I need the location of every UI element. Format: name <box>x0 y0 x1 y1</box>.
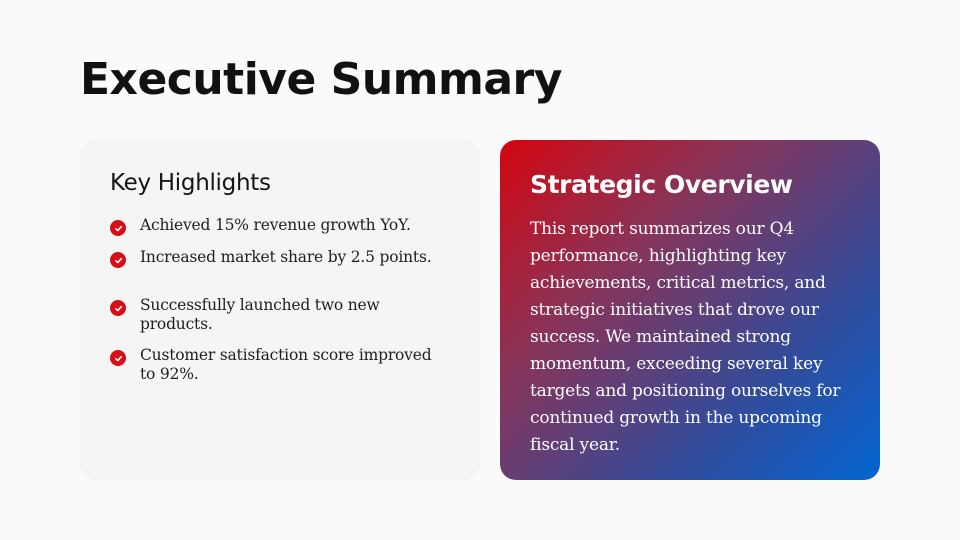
highlight-text: Increased market share by 2.5 points. <box>140 248 432 266</box>
check-circle-icon <box>110 300 126 316</box>
check-circle-icon <box>110 252 126 268</box>
check-circle-icon <box>110 350 126 366</box>
check-circle-icon <box>110 220 126 236</box>
key-highlights-card: Key Highlights Achieved 15% revenue grow… <box>80 140 480 480</box>
highlight-item: Successfully launched two new products. <box>110 296 450 334</box>
highlight-text: Customer satisfaction score improved to … <box>140 346 432 383</box>
strategic-overview-card: Strategic Overview This report summarize… <box>500 140 880 480</box>
highlight-item: Achieved 15% revenue growth YoY. <box>110 216 450 236</box>
strategic-overview-body: This report summarizes our Q4 performanc… <box>530 219 841 455</box>
highlight-item: Customer satisfaction score improved to … <box>110 346 450 384</box>
key-highlights-heading: Key Highlights <box>110 170 271 196</box>
highlight-text: Successfully launched two new products. <box>140 296 380 333</box>
highlights-list: Achieved 15% revenue growth YoY. Increas… <box>110 216 450 384</box>
strategic-overview-heading: Strategic Overview <box>530 170 793 199</box>
highlight-text: Achieved 15% revenue growth YoY. <box>140 216 411 234</box>
highlight-item: Increased market share by 2.5 points. <box>110 248 450 268</box>
slide-title: Executive Summary <box>80 54 562 105</box>
